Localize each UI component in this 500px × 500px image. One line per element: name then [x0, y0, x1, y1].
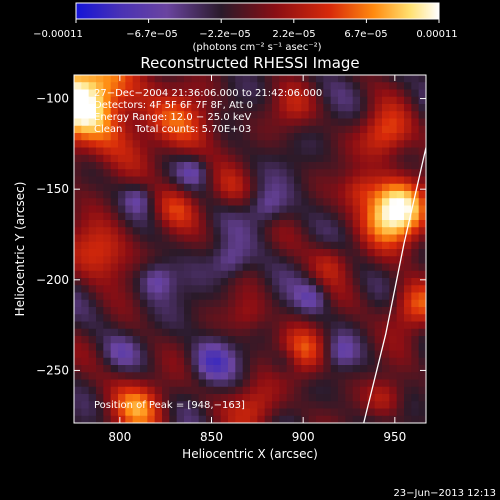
annotations: 27−Dec−2004 21:36:06.000 to 21:42:06.000…	[94, 88, 322, 411]
colorbar-tick-label-1: −6.7e−05	[126, 29, 178, 40]
colorbar-tick-label-4: 6.7e−05	[344, 29, 387, 40]
y-axis: −100 −150 −200 −250	[36, 92, 426, 377]
chart-title: Reconstructed RHESSI Image	[140, 54, 359, 72]
heatmap-image	[74, 75, 426, 423]
y-tick-label-2: −200	[36, 273, 69, 287]
annotation-energy-range: Energy Range: 12.0 − 25.0 keV	[94, 112, 251, 123]
plot-frame	[73, 74, 427, 424]
colorbar-tick-label-2: −2.2e−05	[199, 29, 251, 40]
annotation-clean-counts: Clean Total counts: 5.70E+03	[94, 124, 251, 135]
plot-area	[74, 75, 426, 423]
x-axis-label: Heliocentric X (arcsec)	[182, 447, 318, 461]
peak-position-label: Position of Peak = [948,−163]	[94, 400, 245, 411]
annotation-time-range: 27−Dec−2004 21:36:06.000 to 21:42:06.000	[94, 88, 322, 99]
x-tick-label-3: 950	[383, 430, 406, 444]
colorbar: −0.00011 −6.7e−05 −2.2e−05 2.2e−05 6.7e−…	[33, 2, 458, 53]
x-tick-label-2: 900	[292, 430, 315, 444]
solar-limb	[363, 147, 426, 423]
x-tick-label-1: 850	[200, 430, 223, 444]
annotation-detectors: Detectors: 4F 5F 6F 7F 8F, Att 0	[94, 100, 253, 111]
colorbar-tick-label-5: 0.00011	[416, 29, 457, 40]
x-tick-label-0: 800	[108, 430, 131, 444]
colorbar-unit-label: (photons cm⁻² s⁻¹ asec⁻²)	[192, 42, 321, 53]
colorbar-tick-label-0: −0.00011	[33, 29, 83, 40]
colorbar-tick-label-3: 2.2e−05	[272, 29, 315, 40]
y-tick-label-3: −250	[36, 363, 69, 377]
y-axis-label: Heliocentric Y (arcsec)	[13, 182, 27, 317]
y-tick-label-0: −100	[36, 92, 69, 106]
y-tick-label-1: −150	[36, 182, 69, 196]
footer-timestamp: 23−Jun−2013 12:13	[393, 488, 496, 499]
colorbar-ramp	[75, 2, 440, 20]
x-axis: 800 850 900 950	[108, 75, 406, 444]
